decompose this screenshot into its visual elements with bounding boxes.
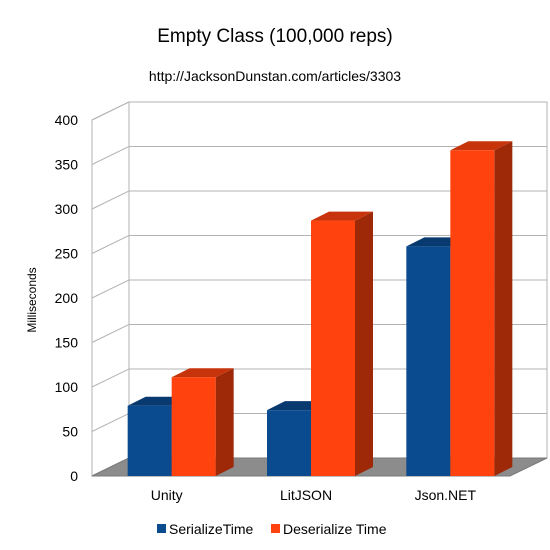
bars (127, 141, 513, 476)
y-tick-label: 400 (55, 112, 79, 128)
legend-label: SerializeTime (169, 521, 253, 537)
bar (450, 141, 513, 476)
bar-top (311, 211, 373, 221)
gridline (91, 235, 547, 254)
y-tick-label: 50 (62, 424, 78, 440)
y-axis-label: Milliseconds (25, 267, 39, 332)
bar-top (171, 368, 234, 378)
gridline (91, 146, 547, 165)
y-tick-labels: 0 50 100 150 200 250 300 350 400 (55, 112, 79, 484)
bar-front (127, 405, 172, 476)
chart-title: Empty Class (100,000 reps) (157, 26, 393, 47)
bar-side (215, 368, 234, 476)
bar-side (355, 211, 373, 476)
y-tick-label: 250 (55, 246, 79, 262)
bar-top (450, 141, 513, 151)
x-category-label: Json.NET (415, 487, 477, 503)
y-tick-label: 150 (55, 335, 79, 351)
x-category-label: Unity (151, 487, 183, 503)
legend-swatch (271, 524, 280, 533)
bar (171, 368, 234, 476)
bar-front (311, 220, 355, 476)
legend-swatch (157, 524, 166, 533)
y-tick-label: 300 (55, 201, 79, 217)
x-category-label: LitJSON (280, 487, 332, 503)
bar (311, 211, 373, 476)
legend-label: Deserialize Time (283, 521, 387, 537)
gridline (91, 101, 547, 121)
y-tick-label: 100 (55, 379, 79, 395)
y-tick-label: 200 (55, 290, 79, 306)
bar-side (494, 141, 513, 476)
y-tick-label: 350 (55, 157, 79, 173)
gridline (91, 190, 547, 210)
chart-subtitle: http://JacksonDunstan.com/articles/3303 (149, 68, 401, 84)
legend: SerializeTime Deserialize Time (157, 521, 387, 537)
bar-front (406, 246, 451, 476)
bar-front (267, 410, 311, 476)
x-category-labels: Unity LitJSON Json.NET (151, 487, 477, 503)
bar-front (450, 150, 495, 476)
bar-front (171, 377, 216, 476)
y-tick-label: 0 (70, 468, 78, 484)
